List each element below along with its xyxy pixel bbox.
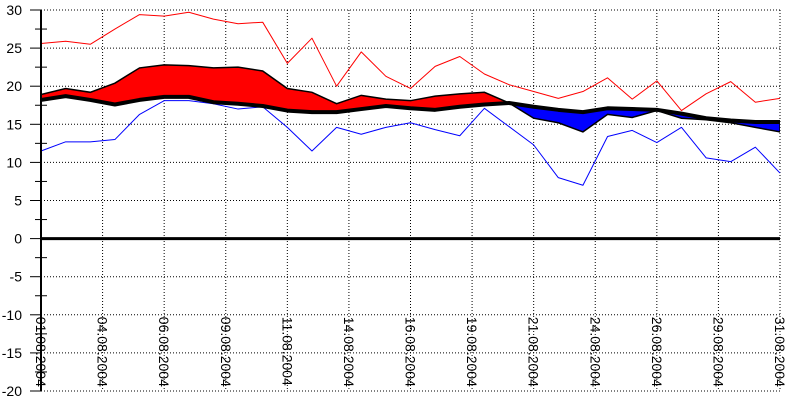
normal-temperature-line <box>40 94 780 125</box>
y-tick-label: -20 <box>2 383 22 399</box>
y-tick-label: 10 <box>6 154 22 170</box>
y-tick-label: 0 <box>14 231 22 247</box>
x-tick-label: 19.08.2004 <box>464 317 480 387</box>
x-tick-label: 24.08.2004 <box>587 317 603 387</box>
x-tick-label: 26.08.2004 <box>649 317 665 387</box>
x-tick-label: 21.08.2004 <box>526 317 542 387</box>
y-tick-label: -10 <box>2 307 22 323</box>
y-tick-labels: 30 25 20 15 10 5 0 -5 -10 -15 -20 <box>2 2 22 399</box>
y-tick-label: 30 <box>6 2 22 18</box>
min-temperature-line <box>40 100 781 186</box>
y-tick-label: -5 <box>10 269 23 285</box>
y-tick-label: 20 <box>6 78 22 94</box>
x-tick-label: 16.08.2004 <box>403 317 419 387</box>
axes <box>30 9 780 392</box>
x-tick-label: 14.08.2004 <box>341 317 357 387</box>
x-tick-label: 06.08.2004 <box>156 317 172 387</box>
max-temperature-line <box>40 11 781 112</box>
y-tick-label: 15 <box>6 116 22 132</box>
grid <box>41 9 781 392</box>
y-tick-label: -15 <box>2 345 22 361</box>
series-lines <box>40 11 781 186</box>
x-tick-label: 09.08.2004 <box>218 317 234 387</box>
y-tick-label: 25 <box>6 40 22 56</box>
x-tick-label: 01.08.2004 <box>33 317 49 387</box>
x-tick-label: 04.08.2004 <box>95 317 111 387</box>
x-tick-label: 31.08.2004 <box>772 317 788 387</box>
x-tick-label: 11.08.2004 <box>279 317 295 386</box>
y-tick-label: 5 <box>14 193 22 209</box>
x-tick-label: 29.08.2004 <box>710 317 726 387</box>
x-tick-labels: 01.08.2004 04.08.2004 06.08.2004 09.08.2004… <box>33 317 788 387</box>
